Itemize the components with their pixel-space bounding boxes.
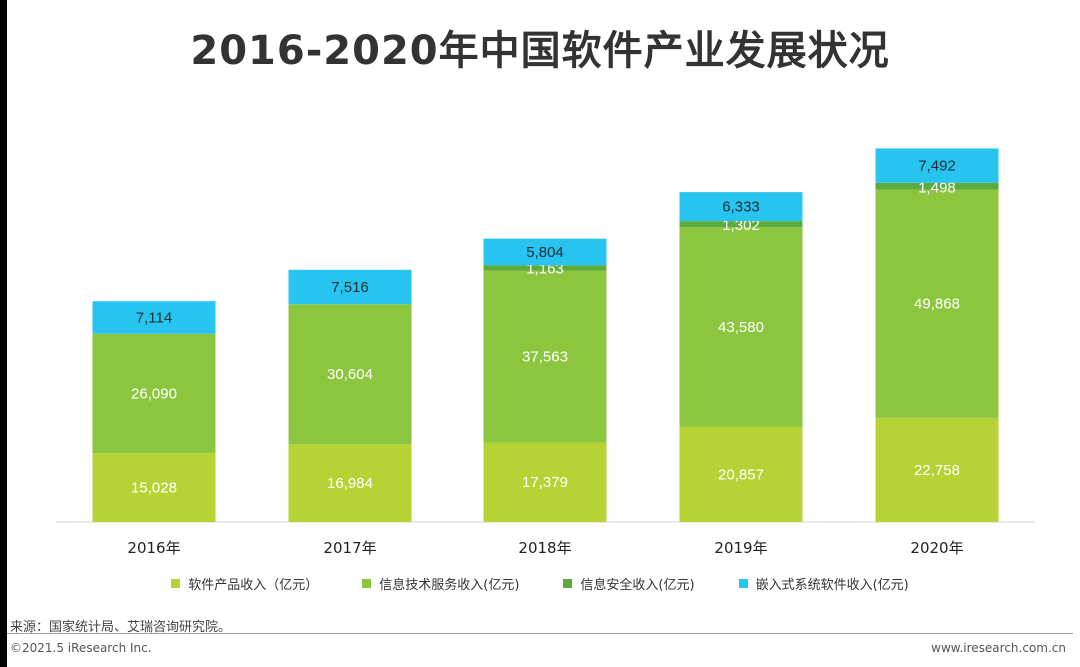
bar-software-product-2017 xyxy=(288,444,412,522)
data-label-software-product-2018: 17,379 xyxy=(522,474,568,491)
data-label-it-service-2016: 26,090 xyxy=(131,386,177,403)
data-label-software-product-2020: 22,758 xyxy=(914,462,960,479)
bar-it-service-2017 xyxy=(288,304,412,445)
bar-software-product-2018 xyxy=(483,442,607,522)
legend-swatch xyxy=(362,579,372,588)
bar-embedded-2020 xyxy=(875,148,999,183)
chart-title: 2016-2020年中国软件产业发展状况 xyxy=(190,28,890,74)
left-border xyxy=(0,0,7,667)
bar-embedded-2016 xyxy=(92,301,216,334)
legend-item-embedded: 嵌入式系统软件收入(亿元) xyxy=(738,574,909,593)
bar-info-security-2018 xyxy=(483,265,607,271)
legend-label: 信息技术服务收入(亿元) xyxy=(379,578,520,593)
data-label-software-product-2016: 15,028 xyxy=(131,480,177,497)
x-tick-label: 2017年 xyxy=(323,539,376,557)
x-tick-label: 2019年 xyxy=(714,539,767,557)
bar-software-product-2020 xyxy=(875,417,999,522)
bar-software-product-2016 xyxy=(92,453,216,522)
data-label-embedded-2018: 5,804 xyxy=(526,244,564,261)
legend-swatch xyxy=(738,579,748,588)
data-label-embedded-2017: 7,516 xyxy=(331,279,369,296)
data-label-it-service-2018: 37,563 xyxy=(522,348,568,365)
source-note: 来源：国家统计局、艾瑞咨询研究院。 xyxy=(10,620,232,635)
data-label-embedded-2016: 7,114 xyxy=(136,310,172,327)
data-label-info-security-2019: 1,302 xyxy=(722,217,760,234)
x-tick-label: 2016年 xyxy=(127,539,180,557)
data-label-it-service-2017: 30,604 xyxy=(327,366,373,383)
legend: 软件产品收入（亿元） 信息技术服务收入(亿元) 信息安全收入(亿元) 嵌入式系统软件收… xyxy=(0,574,1080,593)
bar-info-security-2020 xyxy=(875,182,999,190)
data-label-embedded-2019: 6,333 xyxy=(722,199,760,216)
bar-it-service-2019 xyxy=(679,227,803,427)
legend-label: 嵌入式系统软件收入(亿元) xyxy=(755,578,909,593)
legend-swatch xyxy=(171,579,181,588)
legend-label: 信息安全收入(亿元) xyxy=(580,578,695,593)
legend-item-it-service: 信息技术服务收入(亿元) xyxy=(362,574,519,593)
data-label-it-service-2019: 43,580 xyxy=(718,319,764,336)
website-link[interactable]: www.iresearch.com.cn xyxy=(931,641,1066,655)
data-label-info-security-2020: 1,498 xyxy=(918,180,956,197)
bar-software-product-2019 xyxy=(679,426,803,522)
bar-embedded-2017 xyxy=(288,269,412,305)
data-label-it-service-2020: 49,868 xyxy=(914,296,960,313)
legend-swatch xyxy=(563,579,573,588)
copyright-text: ©2021.5 iResearch Inc. xyxy=(10,641,152,655)
data-label-embedded-2020: 7,492 xyxy=(918,158,956,175)
bar-it-service-2020 xyxy=(875,189,999,418)
bar-it-service-2018 xyxy=(483,270,607,443)
bar-embedded-2019 xyxy=(679,192,803,222)
bar-info-security-2019 xyxy=(679,221,803,228)
x-tick-label: 2020年 xyxy=(910,539,963,557)
legend-item-info-security: 信息安全收入(亿元) xyxy=(563,574,695,593)
data-label-software-product-2017: 16,984 xyxy=(327,475,373,492)
x-tick-label: 2018年 xyxy=(518,539,571,557)
legend-label: 软件产品收入（亿元） xyxy=(188,578,319,593)
bar-it-service-2016 xyxy=(92,333,216,454)
data-label-software-product-2019: 20,857 xyxy=(718,466,764,483)
footer-divider xyxy=(7,633,1073,634)
legend-item-software-product: 软件产品收入（亿元） xyxy=(171,574,318,593)
bar-embedded-2018 xyxy=(483,238,607,266)
